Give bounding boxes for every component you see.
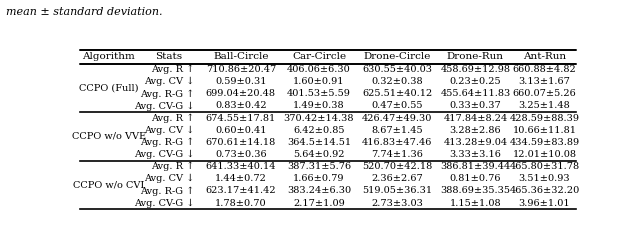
Text: mean ± standard deviation.: mean ± standard deviation. (6, 7, 163, 17)
Text: CCPO w/o VVE: CCPO w/o VVE (72, 132, 146, 141)
Text: CCPO w/o CVI: CCPO w/o CVI (73, 180, 145, 189)
Text: CCPO (Full): CCPO (Full) (79, 83, 138, 92)
